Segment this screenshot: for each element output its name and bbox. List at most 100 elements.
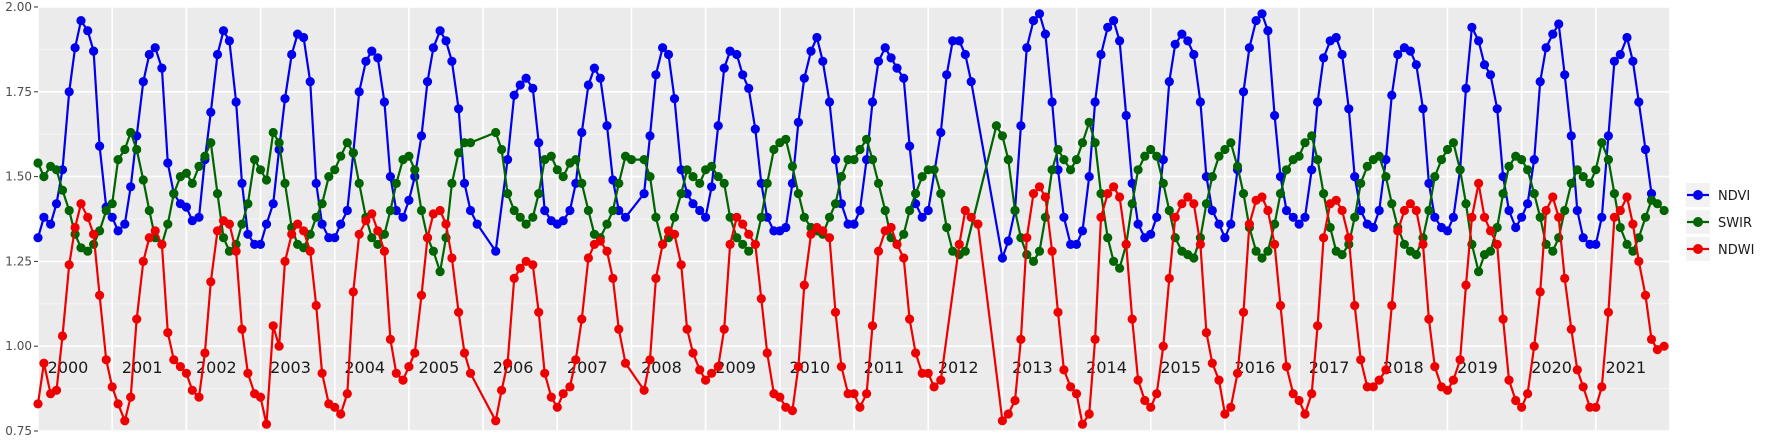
ndwi-point [719, 324, 729, 334]
ndvi-point [1442, 226, 1453, 236]
ndvi-point [824, 97, 835, 107]
swir-point [1189, 253, 1199, 263]
ndwi-point [491, 416, 501, 426]
ndwi-point [1313, 321, 1323, 331]
swir-point [1103, 233, 1113, 243]
ndwi-point [929, 382, 939, 392]
ndvi-point [663, 49, 674, 60]
ndwi-point [1578, 382, 1588, 392]
ndvi-point [107, 212, 117, 222]
ndwi-point [1344, 233, 1354, 243]
ndvi-point [361, 56, 371, 66]
swir-point [1461, 199, 1471, 209]
ndwi-point [120, 416, 130, 426]
ndwi-point [1220, 409, 1230, 419]
swir-point [880, 205, 890, 216]
swir-point [509, 205, 519, 216]
swir-point [1628, 246, 1638, 256]
ndvi-point [1294, 219, 1304, 229]
swir-point [1585, 178, 1595, 188]
year-label: 2012 [938, 358, 979, 377]
swir-point [602, 219, 612, 229]
ndvi-point [447, 56, 457, 66]
swir-point [497, 144, 507, 155]
ndvi-point [997, 253, 1008, 263]
swir-point [738, 239, 748, 249]
swir-point [1548, 246, 1558, 256]
swir-point [330, 165, 340, 175]
ndvi-point [1560, 70, 1570, 80]
ndwi-point [534, 307, 544, 317]
year-label: 2016 [1235, 358, 1276, 377]
ndvi-point [404, 195, 414, 205]
ndwi-point [101, 355, 111, 365]
ndvi-point [70, 43, 80, 53]
ndvi-point [1374, 205, 1384, 216]
ndwi-point [738, 219, 748, 229]
ndvi-point [1504, 205, 1514, 216]
swir-point [1158, 178, 1168, 188]
swir-point [255, 165, 266, 175]
ndwi-point [558, 389, 568, 399]
ndwi-point [836, 362, 847, 372]
ndwi-point [862, 389, 872, 399]
swir-point [1362, 161, 1372, 171]
ndvi-point [1622, 32, 1632, 43]
ndwi-point [144, 233, 154, 243]
swir-point [639, 155, 649, 165]
swir-point [1109, 256, 1119, 266]
swir-point [1034, 246, 1045, 256]
swir-point [960, 246, 970, 256]
ndvi-point [948, 36, 958, 46]
swir-point [1010, 205, 1020, 216]
ndwi-point [658, 239, 668, 249]
swir-point [39, 172, 49, 182]
swir-point [324, 172, 334, 182]
series-ndwi [33, 178, 1669, 429]
ndvi-point [1022, 43, 1032, 53]
ndvi-point [577, 127, 587, 138]
ndwi-point [157, 239, 167, 249]
swir-point [936, 189, 946, 199]
swir-point [713, 172, 723, 182]
ndvi-point [224, 36, 234, 46]
ndwi-point [1257, 192, 1267, 202]
ndwi-point [1560, 273, 1570, 283]
swir-point [1609, 189, 1619, 199]
ndvi-point [669, 94, 680, 104]
swir-point [1275, 189, 1286, 199]
ndvi-point [688, 199, 698, 209]
ndvi-point [280, 94, 290, 104]
ndwi-point [181, 368, 191, 378]
ndwi-point [1485, 226, 1496, 236]
ndvi-point [1121, 110, 1131, 121]
ndwi-point [669, 229, 680, 239]
swir-point [917, 172, 927, 182]
ndvi-point [1016, 121, 1026, 131]
ndvi-point [206, 107, 216, 117]
ndwi-point [1331, 195, 1341, 205]
swir-point [762, 178, 772, 188]
swir-point [274, 138, 284, 148]
ndwi-point [107, 382, 117, 392]
ndwi-point [367, 209, 377, 219]
ndvi-point [589, 63, 600, 73]
ndwi-point [212, 226, 223, 236]
ndwi-point [855, 402, 865, 412]
swir-point [682, 165, 692, 175]
ndvi-point [126, 182, 136, 192]
ndvi-point [237, 178, 247, 188]
swir-point [528, 212, 538, 222]
ndwi-point [1003, 409, 1013, 419]
ndvi-point [231, 97, 241, 107]
ndvi-point [954, 36, 964, 46]
ndvi-point [465, 205, 476, 216]
swir-point [317, 199, 327, 209]
ndwi-point [391, 368, 401, 378]
ndwi-point [373, 226, 383, 236]
swir-point [867, 155, 878, 165]
ndwi-point [1492, 239, 1502, 249]
ndvi-point [1164, 77, 1174, 87]
ndwi-point [793, 362, 804, 372]
ndwi-point [1164, 273, 1174, 283]
